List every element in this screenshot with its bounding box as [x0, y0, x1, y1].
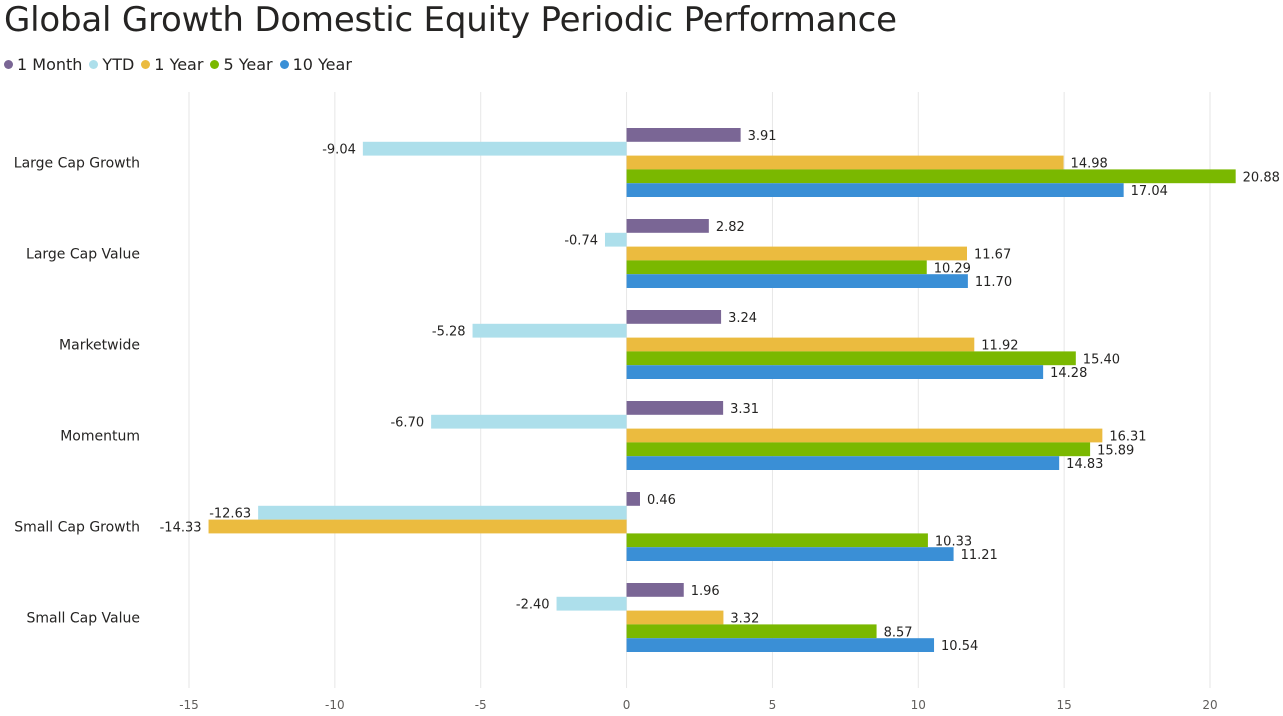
data-label-large-cap-growth-10-year: 17.04 [1131, 184, 1168, 199]
data-label-large-cap-growth-1-month: 3.91 [748, 129, 777, 144]
legend-swatch-ytd [89, 60, 99, 69]
bar-marketwide-5-year [626, 351, 1076, 366]
bar-momentum-ytd [431, 414, 627, 429]
x-tick-label-10: -10 [325, 698, 345, 712]
bar-small-cap-growth-ytd [258, 505, 627, 520]
data-label-momentum-ytd: -6.70 [390, 416, 424, 431]
bar-marketwide-10-year [626, 365, 1044, 379]
legend-label-ytd: YTD [102, 55, 135, 74]
bar-large-cap-growth-ytd [362, 141, 627, 156]
data-label-momentum-5-year: 15.89 [1097, 443, 1134, 458]
legend-label-1-year: 1 Year [154, 55, 204, 74]
bar-large-cap-growth-10-year [626, 183, 1124, 197]
data-label-marketwide-10-year: 14.28 [1050, 366, 1087, 381]
category-label-large-cap-value: Large Cap Value [26, 247, 140, 263]
data-label-small-cap-growth-ytd: -12.63 [209, 507, 251, 522]
bar-small-cap-growth-1-month [626, 492, 640, 506]
data-label-large-cap-value-ytd: -0.74 [564, 234, 598, 249]
bar-large-cap-value-1-year [626, 246, 968, 261]
data-label-marketwide-5-year: 15.40 [1083, 352, 1120, 367]
legend-label-1-month: 1 Month [17, 55, 83, 74]
category-label-momentum: Momentum [60, 429, 140, 445]
data-label-large-cap-value-1-month: 2.82 [716, 220, 745, 235]
data-label-momentum-1-month: 3.31 [730, 402, 759, 417]
legend-swatch-1-year [141, 60, 151, 69]
data-label-marketwide-1-month: 3.24 [728, 311, 757, 326]
category-label-small-cap-value: Small Cap Value [27, 611, 140, 627]
bar-momentum-10-year [626, 456, 1060, 470]
data-label-small-cap-growth-5-year: 10.33 [935, 534, 972, 549]
legend-swatch-1-month [4, 60, 13, 69]
data-label-small-cap-value-5-year: 8.57 [884, 625, 913, 640]
category-label-small-cap-growth: Small Cap Growth [14, 520, 140, 536]
bar-marketwide-ytd [472, 323, 627, 338]
legend-item-5-year[interactable]: 5 Year [210, 55, 273, 74]
bar-marketwide-1-year [626, 337, 975, 352]
data-label-momentum-1-year: 16.31 [1109, 430, 1146, 445]
data-label-large-cap-value-5-year: 10.29 [934, 261, 971, 276]
bar-small-cap-value-1-month [626, 583, 684, 597]
data-label-small-cap-growth-10-year: 11.21 [961, 548, 998, 563]
data-label-momentum-10-year: 14.83 [1066, 457, 1103, 472]
data-label-large-cap-growth-5-year: 20.88 [1243, 170, 1280, 185]
legend-label-10-year: 10 Year [292, 55, 352, 74]
bar-large-cap-growth-1-year [626, 155, 1064, 170]
bar-small-cap-value-5-year [626, 624, 877, 639]
legend-swatch-5-year [210, 60, 220, 69]
bar-large-cap-growth-5-year [626, 169, 1236, 184]
data-label-large-cap-growth-1-year: 14.98 [1071, 157, 1108, 172]
data-label-small-cap-growth-1-year: -14.33 [160, 521, 202, 536]
bar-large-cap-value-5-year [626, 260, 927, 275]
bar-large-cap-value-10-year [626, 274, 968, 288]
data-label-small-cap-value-10-year: 10.54 [941, 639, 978, 654]
x-tick-label-15: -15 [179, 698, 199, 712]
data-label-large-cap-value-10-year: 11.70 [975, 275, 1012, 290]
bar-small-cap-value-1-year [626, 610, 724, 625]
bar-small-cap-value-ytd [556, 596, 627, 611]
data-label-small-cap-value-ytd: -2.40 [516, 598, 550, 613]
data-label-marketwide-ytd: -5.28 [432, 325, 466, 340]
legend-swatch-10-year [279, 60, 289, 69]
bar-large-cap-value-ytd [604, 232, 627, 247]
x-tick-label-15: 15 [1057, 698, 1072, 712]
category-label-marketwide: Marketwide [59, 338, 140, 354]
bar-small-cap-growth-1-year [208, 519, 627, 534]
bar-small-cap-value-10-year [626, 638, 935, 652]
x-tick-label-10: 10 [911, 698, 926, 712]
bar-small-cap-growth-5-year [626, 533, 928, 548]
bar-momentum-5-year [626, 442, 1091, 457]
legend-item-10-year[interactable]: 10 Year [279, 55, 352, 74]
data-label-small-cap-growth-1-month: 0.46 [647, 493, 676, 508]
legend-item-1-month[interactable]: 1 Month [4, 55, 82, 74]
legend-item-ytd[interactable]: YTD [89, 55, 134, 74]
data-label-small-cap-value-1-year: 3.32 [730, 612, 759, 627]
chart-title: Global Growth Domestic Equity Periodic P… [4, 0, 897, 40]
legend-label-5-year: 5 Year [223, 55, 273, 74]
bar-momentum-1-year [626, 428, 1103, 443]
x-tick-label-20: 20 [1202, 698, 1217, 712]
category-label-large-cap-growth: Large Cap Growth [14, 156, 140, 172]
data-label-large-cap-value-1-year: 11.67 [974, 248, 1011, 263]
legend-item-1-year[interactable]: 1 Year [141, 55, 203, 74]
bar-small-cap-growth-10-year [626, 547, 954, 561]
bar-momentum-1-month [626, 401, 724, 415]
data-label-marketwide-1-year: 11.92 [981, 339, 1018, 354]
bar-marketwide-1-month [626, 310, 722, 324]
chart-legend: 1 Month YTD 1 Year 5 Year 10 Year [4, 55, 359, 74]
x-tick-label-0: 0 [623, 698, 631, 712]
x-tick-label-5: -5 [475, 698, 487, 712]
data-label-small-cap-value-1-month: 1.96 [691, 584, 720, 599]
bar-large-cap-value-1-month [626, 219, 709, 233]
x-tick-label-5: 5 [769, 698, 777, 712]
data-label-large-cap-growth-ytd: -9.04 [322, 143, 356, 158]
bar-large-cap-growth-1-month [626, 128, 741, 142]
